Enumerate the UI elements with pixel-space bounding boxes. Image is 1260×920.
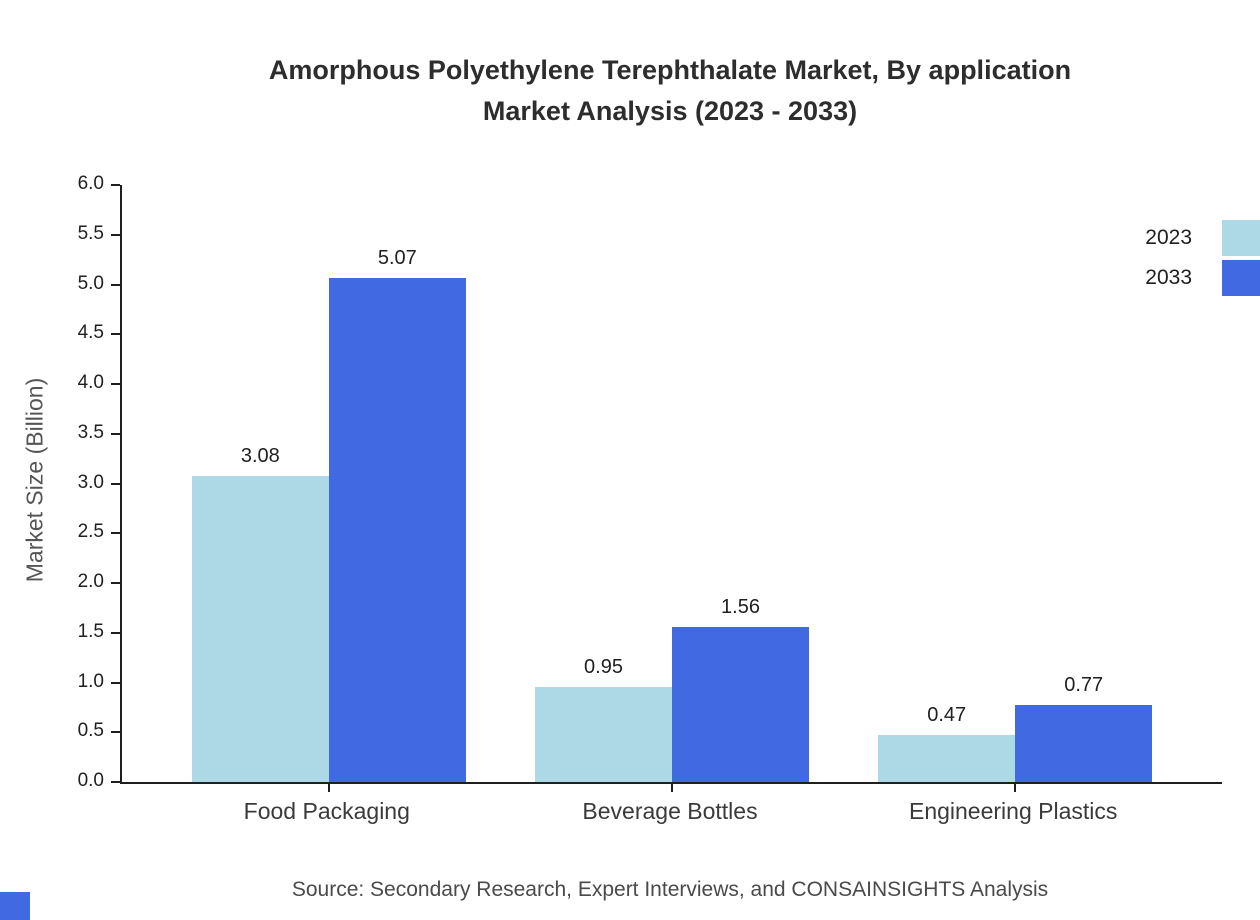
x-axis-label-engineering-plastics: Engineering Plastics — [908, 798, 1118, 824]
bar-2033-food-packaging — [328, 277, 466, 782]
y-tick-mark — [111, 233, 120, 236]
legend-label-2033: 2033 — [1145, 266, 1192, 289]
legend-swatch-2023 — [1222, 220, 1260, 256]
bar-2033-engineering-plastics — [1015, 705, 1153, 782]
y-tick-label: 4.5 — [77, 322, 104, 344]
brand-corner-square — [0, 892, 30, 920]
bar-2023-beverage-bottles — [535, 687, 672, 782]
chart-title-line1: Amorphous Polyethylene Terephthalate Mar… — [268, 55, 1072, 85]
x-axis-labels: Food Packaging Beverage Bottles Engineerin… — [120, 798, 1220, 830]
y-axis: 0.0 0.5 1.0 1.5 2.0 2.5 3.0 3.5 4.0 4.5 5.0 5.5 6.0 — [0, 173, 120, 791]
y-tick-label: 2.5 — [77, 521, 104, 543]
chart-title: Amorphous Polyethylene Terephthalate Mar… — [120, 50, 1220, 132]
y-tick-mark — [111, 283, 120, 286]
y-tick-label: 5.5 — [77, 222, 104, 244]
legend-item-2023: 2023 — [1145, 218, 1260, 258]
y-tick-mark — [111, 383, 120, 385]
y-tick-mark — [111, 681, 120, 684]
bar-value-label: 0.47 — [927, 704, 967, 727]
y-tick-mark — [111, 482, 120, 485]
y-tick-label: 5.0 — [77, 272, 104, 294]
y-tick-label: 1.0 — [77, 670, 104, 692]
bar-value-label: 3.08 — [240, 444, 280, 467]
y-tick-label: 3.5 — [77, 421, 104, 443]
y-tick-label: 1.5 — [77, 620, 104, 642]
x-tick-mark — [671, 784, 673, 792]
y-tick-label: 4.0 — [77, 372, 104, 393]
chart-title-line2: Market Analysis (2023 - 2033) — [482, 96, 858, 126]
legend-item-2033: 2033 — [1145, 258, 1260, 298]
x-axis-label-beverage-bottles: Beverage Bottles — [582, 798, 758, 824]
x-tick-mark — [327, 784, 330, 792]
y-tick-mark — [111, 731, 120, 734]
bar-value-label: 0.77 — [1064, 674, 1104, 697]
bar-value-label: 5.07 — [377, 246, 417, 269]
legend: 2023 2033 — [1145, 218, 1260, 298]
y-tick-label: 2.0 — [77, 571, 104, 592]
bar-value-label: 0.95 — [584, 656, 623, 679]
y-tick-mark — [111, 582, 120, 584]
bar-value-label: 1.56 — [721, 595, 760, 618]
y-tick-label: 0.5 — [77, 720, 104, 742]
y-tick-mark — [111, 532, 120, 535]
y-tick-mark — [111, 631, 120, 634]
y-tick-label: 3.0 — [77, 471, 104, 493]
y-tick-mark — [111, 184, 120, 186]
bar-2033-beverage-bottles — [672, 626, 809, 782]
x-axis-label-food-packaging: Food Packaging — [243, 798, 410, 824]
y-tick-label: 0.0 — [77, 770, 104, 791]
y-tick-label: 6.0 — [77, 173, 104, 194]
legend-label-2023: 2023 — [1145, 226, 1192, 249]
legend-swatch-2033 — [1222, 260, 1260, 296]
y-tick-mark — [111, 432, 120, 435]
plot-area: 3.08 5.07 0.95 1.56 0.47 0.77 — [120, 185, 1222, 792]
x-tick-mark — [1014, 784, 1017, 792]
source-note: Source: Secondary Research, Expert Inter… — [291, 878, 1049, 901]
y-tick-mark — [111, 333, 120, 336]
y-tick-mark — [111, 781, 120, 783]
bar-2023-food-packaging — [191, 475, 329, 782]
bar-2023-engineering-plastics — [878, 735, 1016, 782]
